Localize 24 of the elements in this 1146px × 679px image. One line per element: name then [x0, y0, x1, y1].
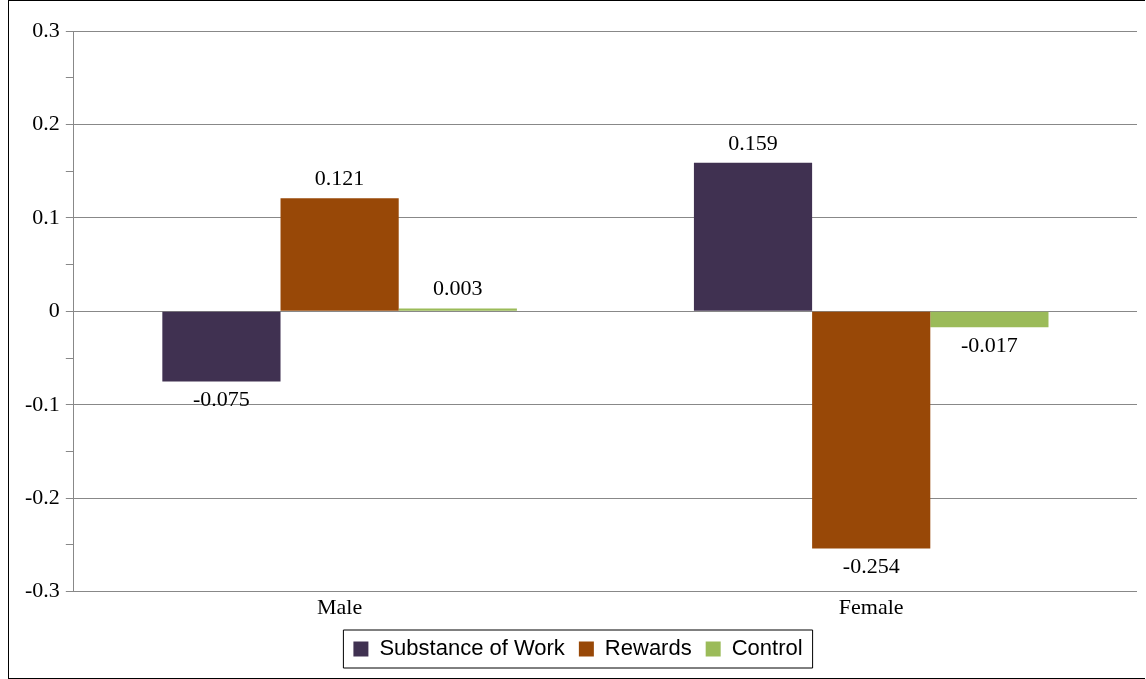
y-tick-label: -0.1: [25, 390, 60, 416]
bar: [280, 198, 399, 311]
y-tick-label: 0.3: [32, 16, 60, 42]
data-label: 0.159: [728, 129, 778, 155]
x-tick-label: Female: [838, 593, 904, 619]
y-tick-label: 0: [48, 297, 60, 323]
data-label: 0.121: [314, 165, 365, 191]
data-label: -0.017: [960, 331, 1018, 357]
y-tick-label: -0.3: [25, 577, 60, 603]
data-label: 0.003: [433, 275, 483, 301]
legend-label: Substance of Work: [379, 635, 566, 661]
bar: [162, 311, 281, 382]
bar: [930, 311, 1049, 328]
data-label: -0.075: [193, 386, 250, 412]
x-tick-label: Male: [317, 593, 363, 619]
y-tick-label: 0.2: [32, 110, 60, 136]
data-label: -0.254: [842, 553, 900, 579]
y-tick-label: 0.1: [32, 203, 60, 229]
legend-label: Rewards: [604, 635, 692, 661]
bar: [398, 308, 517, 311]
y-tick-label: -0.2: [25, 483, 60, 509]
bar: [812, 311, 931, 549]
bar: [693, 162, 813, 311]
legend-label: Control: [731, 635, 803, 661]
